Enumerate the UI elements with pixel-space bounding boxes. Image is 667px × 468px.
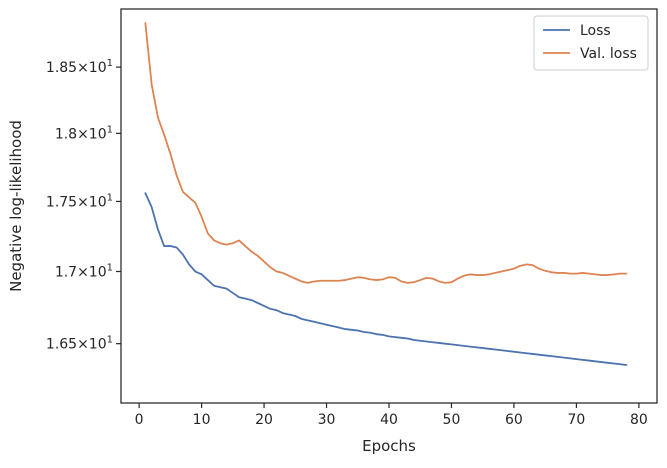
y-tick-label: 1.85×101 <box>46 58 113 76</box>
x-axis-label: Epochs <box>362 437 416 455</box>
y-axis: 1.65×101 1.7×101 1.75×101 1.8×101 1.85×101 <box>46 58 121 353</box>
x-tick-label: 0 <box>135 412 144 428</box>
legend-label: Val. loss <box>580 46 637 62</box>
legend-label: Loss <box>580 23 611 39</box>
series-line-loss <box>144 192 628 366</box>
x-tick-label: 70 <box>567 412 585 428</box>
y-tick-label: 1.75×101 <box>46 192 113 210</box>
x-tick-label: 80 <box>630 412 648 428</box>
y-tick-label: 1.7×101 <box>55 263 113 281</box>
y-axis-label: Negative log-likelihood <box>7 120 25 292</box>
y-tick-label: 1.65×101 <box>46 335 113 353</box>
series-line-val-loss <box>144 22 628 284</box>
x-tick-label: 10 <box>193 412 211 428</box>
y-tick-label: 1.8×101 <box>55 124 113 142</box>
x-tick-label: 50 <box>443 412 461 428</box>
x-tick-label: 30 <box>318 412 336 428</box>
x-tick-label: 60 <box>505 412 523 428</box>
x-axis: 0 10 20 30 40 50 60 70 80 <box>135 403 648 428</box>
x-tick-label: 40 <box>380 412 398 428</box>
x-tick-label: 20 <box>255 412 273 428</box>
legend: Loss Val. loss <box>533 15 649 71</box>
series-layer <box>144 22 628 366</box>
